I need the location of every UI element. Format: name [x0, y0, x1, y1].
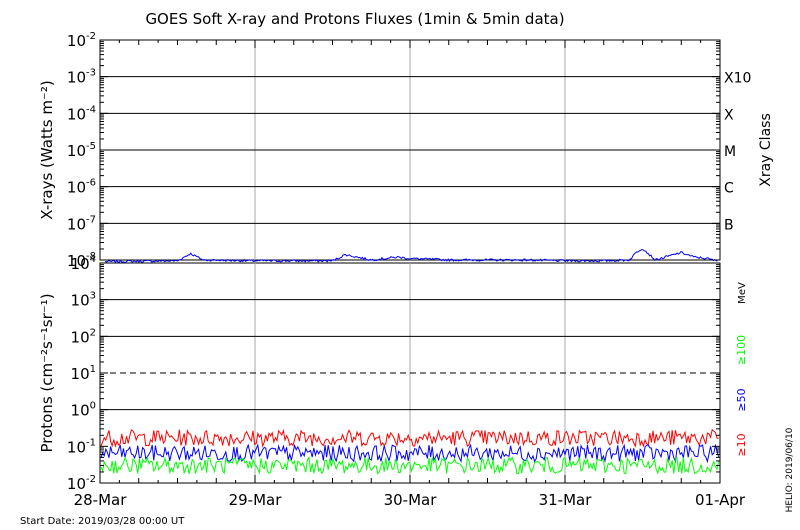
xray-class-label: B: [724, 217, 734, 233]
chart-title: GOES Soft X-ray and Protons Fluxes (1min…: [145, 10, 564, 28]
proton-legend-label: ≥50: [735, 388, 748, 411]
x-tick-label: 29-Mar: [229, 491, 283, 509]
xray-class-axis-label: Xray Class: [758, 113, 774, 187]
proton-y-tick-label: 102: [71, 327, 96, 346]
proton-y-tick-label: 10-2: [67, 474, 96, 493]
proton-y-tick-label: 101: [71, 364, 96, 383]
proton-ylabel: Protons (cm⁻²s⁻¹sr⁻¹): [38, 293, 56, 452]
proton-legend-label: ≥100: [735, 335, 748, 365]
proton-grid: [100, 263, 720, 483]
xray-y-tick-label: 10-4: [67, 104, 96, 123]
xray-y-tick-label: 10-8: [67, 251, 96, 270]
xray-class-label: C: [724, 181, 734, 197]
proton-series-line: [100, 428, 719, 448]
x-tick-label: 30-Mar: [384, 491, 438, 509]
proton-series-line: [100, 443, 720, 464]
credit-label: HELIO: 2019/06/10: [785, 427, 795, 512]
proton-legend-label: ≥10: [735, 433, 748, 456]
proton-series-line: [100, 456, 720, 475]
start-date: Start Date: 2019/03/28 00:00 UT: [20, 516, 185, 527]
xray-flux-line: [104, 248, 718, 264]
proton-y-tick-label: 104: [71, 254, 96, 273]
xray-class-label: X: [724, 107, 734, 123]
xray-y-tick-label: 10-6: [67, 178, 96, 197]
xray-y-tick-label: 10-2: [67, 31, 96, 50]
proton-y-tick-label: 100: [71, 401, 96, 420]
proton-series: [100, 428, 720, 475]
xray-y-tick-label: 10-3: [67, 68, 96, 87]
xray-y-tick-label: 10-7: [67, 214, 96, 233]
x-tick-label: 31-Mar: [539, 491, 593, 509]
proton-y-tick-label: 10-1: [67, 437, 96, 456]
xray-class-label: X10: [724, 71, 751, 87]
x-tick-label: 28-Mar: [74, 491, 128, 509]
proton-unit-label: MeV: [737, 282, 748, 304]
xray-class-label: M: [724, 144, 736, 160]
axis-ticks: [99, 40, 721, 484]
xray-series: [104, 248, 718, 264]
xray-y-tick-label: 10-5: [67, 141, 96, 160]
x-tick-label: 01-Apr: [695, 491, 746, 509]
xray-ylabel: X-rays (Watts m⁻²): [38, 80, 56, 219]
proton-y-tick-label: 103: [71, 291, 96, 310]
xray-grid: [100, 40, 720, 260]
